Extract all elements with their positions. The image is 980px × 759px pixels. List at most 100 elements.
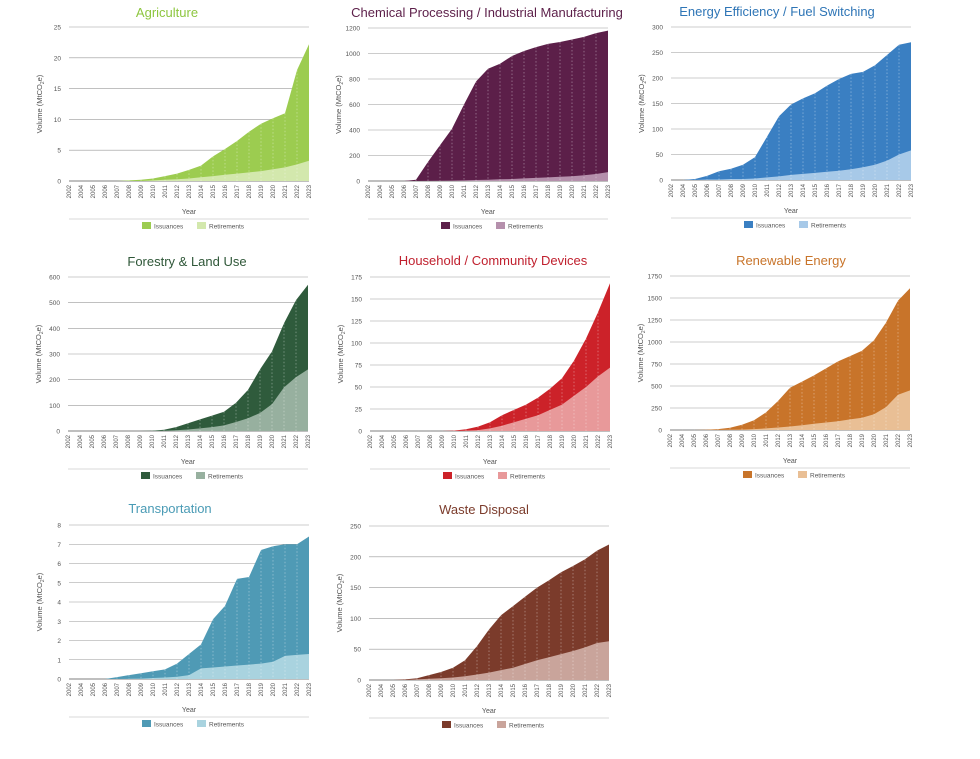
y-tick-label: 8 (57, 523, 61, 530)
x-tick-label: 2007 (416, 434, 422, 448)
y-tick-label: 175 (351, 275, 362, 282)
legend-label-issuances: Issuances (454, 723, 484, 730)
y-tick-label: 1750 (648, 274, 663, 281)
y-tick-label: 75 (355, 363, 363, 370)
y-axis-label-subscript: 2 (40, 81, 46, 84)
x-tick-label: 2002 (67, 682, 73, 696)
x-tick-label: 2013 (187, 184, 193, 198)
y-tick-label: 150 (652, 101, 663, 108)
x-tick-label: 2004 (380, 434, 386, 448)
y-tick-label: 125 (351, 319, 362, 326)
x-tick-label: 2020 (570, 184, 576, 198)
y-tick-label: 7 (57, 542, 61, 549)
chart-3: Forestry & Land Use 0 100 200 300 400 500 600 20… (34, 254, 312, 481)
x-tick-label: 2010 (151, 184, 157, 198)
x-tick-label: 2018 (247, 184, 253, 198)
y-axis-label-end: e) (35, 572, 44, 579)
issuances-area (670, 288, 910, 430)
x-tick-label: 2010 (452, 434, 458, 448)
retirements-area (370, 367, 610, 431)
y-axis-label-subscript: 2 (340, 580, 346, 583)
x-tick-label: 2005 (392, 434, 398, 448)
x-tick-label: 2020 (571, 683, 577, 697)
y-axis-label-subscript: 2 (339, 82, 345, 85)
retirements-area (369, 641, 609, 680)
x-tick-label: 2012 (475, 683, 481, 697)
x-tick-label: 2008 (127, 184, 133, 198)
x-axis-label: Year (181, 459, 196, 466)
x-tick-label: 2016 (824, 433, 830, 447)
x-tick-label: 2023 (909, 183, 915, 197)
y-tick-label: 200 (652, 76, 663, 83)
x-tick-label: 2005 (91, 682, 97, 696)
x-tick-label: 2004 (378, 184, 384, 198)
x-tick-label: 2005 (91, 184, 97, 198)
y-tick-label: 1200 (346, 26, 361, 33)
y-tick-label: 0 (57, 677, 61, 684)
x-tick-label: 2012 (476, 434, 482, 448)
y-axis-label-main: Volume (MtCO (335, 583, 344, 632)
y-tick-label: 50 (354, 647, 362, 654)
y-tick-label: 400 (49, 326, 60, 333)
x-tick-label: 2021 (885, 183, 891, 197)
x-tick-label: 2004 (681, 183, 687, 197)
x-tick-label: 2022 (295, 682, 301, 696)
x-tick-label: 2008 (428, 434, 434, 448)
x-tick-label: 2017 (837, 183, 843, 197)
x-tick-label: 2015 (211, 682, 217, 696)
x-tick-label: 2008 (427, 683, 433, 697)
y-axis-label: Volume (MtCO2e) (35, 572, 46, 631)
chart-0: Agriculture 0 5 10 15 20 25 2002 2004 2005 2006 200… (35, 5, 313, 231)
x-tick-label: 2013 (788, 433, 794, 447)
chart-5: Renewable Energy 0 250 500 750 1000 1250 1500 17… (636, 253, 914, 480)
x-axis-label: Year (784, 208, 799, 215)
y-axis-label-main: Volume (MtCO (336, 334, 345, 383)
x-tick-label: 2004 (379, 683, 385, 697)
x-tick-label: 2014 (498, 184, 504, 198)
x-tick-label: 2012 (777, 183, 783, 197)
x-tick-label: 2018 (247, 682, 253, 696)
y-axis-label-main: Volume (MtCO (334, 84, 343, 133)
x-tick-label: 2020 (873, 183, 879, 197)
x-tick-label: 2021 (584, 434, 590, 448)
y-tick-label: 200 (49, 377, 60, 384)
x-tick-label: 2015 (510, 184, 516, 198)
x-tick-label: 2009 (440, 434, 446, 448)
x-axis-label: Year (482, 708, 497, 715)
x-tick-label: 2006 (102, 434, 108, 448)
x-tick-label: 2018 (546, 184, 552, 198)
x-tick-label: 2023 (608, 434, 614, 448)
y-axis-label-main: Volume (MtCO (34, 334, 43, 383)
y-tick-label: 800 (349, 77, 360, 84)
y-axis-label-end: e) (636, 323, 645, 330)
chart-title: Forestry & Land Use (127, 254, 246, 269)
x-tick-label: 2014 (199, 682, 205, 696)
x-tick-label: 2012 (175, 184, 181, 198)
x-tick-label: 2005 (90, 434, 96, 448)
legend-swatch-retirements (496, 222, 505, 229)
chart-title: Energy Efficiency / Fuel Switching (679, 4, 875, 19)
x-tick-label: 2002 (668, 433, 674, 447)
y-tick-label: 150 (351, 297, 362, 304)
legend-label-issuances: Issuances (756, 223, 786, 230)
x-tick-label: 2016 (825, 183, 831, 197)
y-tick-label: 0 (658, 428, 662, 435)
issuances-area (368, 30, 608, 181)
x-tick-label: 2011 (163, 682, 169, 696)
y-tick-label: 50 (355, 385, 363, 392)
y-tick-label: 200 (350, 554, 361, 561)
y-tick-label: 250 (350, 524, 361, 531)
x-tick-label: 2014 (800, 433, 806, 447)
x-tick-label: 2005 (390, 184, 396, 198)
legend-swatch-issuances (142, 222, 151, 229)
x-tick-label: 2013 (488, 434, 494, 448)
y-axis-label-main: Volume (MtCO (35, 84, 44, 133)
x-tick-label: 2019 (560, 434, 566, 448)
y-tick-label: 250 (652, 50, 663, 57)
x-tick-label: 2021 (283, 682, 289, 696)
x-tick-label: 2010 (753, 183, 759, 197)
x-tick-label: 2016 (222, 434, 228, 448)
legend-label-issuances: Issuances (455, 474, 485, 481)
y-axis-label-main: Volume (MtCO (636, 333, 645, 382)
y-tick-label: 400 (349, 128, 360, 135)
